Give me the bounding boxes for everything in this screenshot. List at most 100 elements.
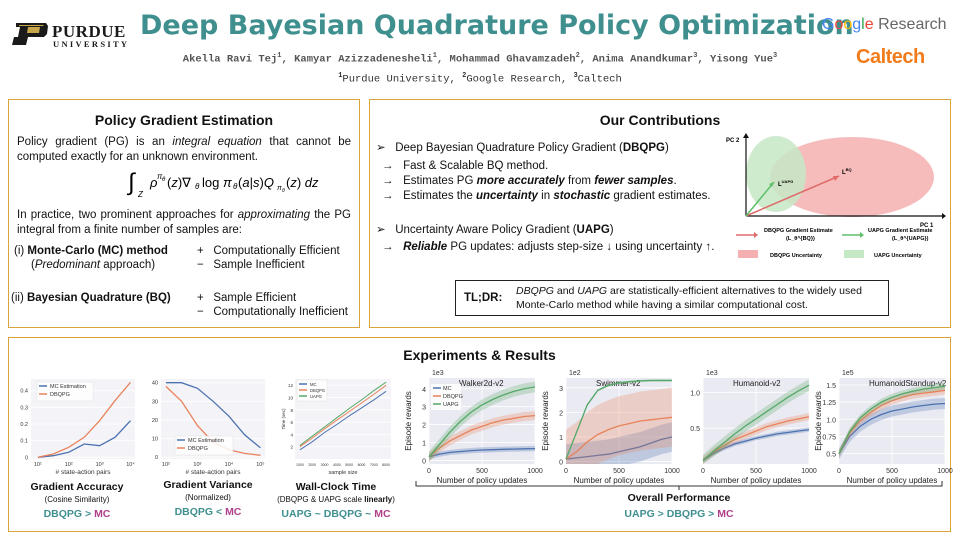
- svg-text:θ: θ: [282, 188, 285, 194]
- author-affil-sup: 2: [575, 52, 580, 60]
- y-tick-label: 2: [559, 410, 563, 417]
- gradient-accuracy-chart: 0 0.1 0.2 0.3 0.4 10¹ 10² 10³ 10⁴ # state-action …: [20, 379, 135, 476]
- item1-post: ): [664, 142, 669, 154]
- author-affil-sup: 1: [277, 52, 282, 60]
- contrib-sub-uncertainty: → Estimates the uncertainty in stochasti…: [382, 190, 711, 202]
- y-tick-label: 6: [290, 420, 293, 425]
- grad-variance-comparison: DBQPG < MC: [143, 506, 273, 518]
- y-tick-label: 0.5: [690, 426, 700, 433]
- wall-clock-chart: 2 4 6 8 10 12 1000 2000 3000 4000 5000 6000 7000 8000…: [281, 379, 391, 476]
- legend-label: DBQPG: [310, 388, 325, 393]
- legend-uapg-sub: (L_θ^{UAPG}): [892, 236, 929, 242]
- mc-plus-sign: +: [197, 245, 204, 257]
- comparison-token: DBQPG: [666, 508, 706, 520]
- y-tick-label: 20: [152, 418, 158, 424]
- y-tick-label: 1.25: [822, 400, 836, 407]
- y-axis-label: Episode rewards: [814, 391, 823, 451]
- pg-equation: ∫ Z ρ π θ (z)∇ θ log π θ (a|s)Q π θ (z) …: [126, 169, 319, 199]
- legend-dbqpg-label: DBQPG Gradient Estimate: [764, 228, 833, 234]
- google-letter: G: [822, 16, 835, 33]
- y-axis-label: Episode rewards: [541, 391, 550, 451]
- y-tick-label: 8: [290, 408, 293, 413]
- y-tick-label: 3: [559, 386, 563, 393]
- legend-uapg-arrowhead-icon: [860, 232, 864, 238]
- comparison-token: >: [705, 508, 718, 520]
- y-tick-label: 4: [290, 432, 293, 437]
- y-multiplier: 1e5: [842, 370, 854, 377]
- x-tick-label: 500: [750, 468, 762, 475]
- sub1-text: Fast & Scalable BQ method.: [403, 160, 549, 172]
- affil-sup: 3: [573, 72, 578, 80]
- wall-clock-sub-pre: (DBQPG & UAPG scale: [277, 495, 365, 504]
- sub3-post: gradient estimates.: [610, 190, 711, 202]
- uapg-uncertainty-ellipse: [746, 136, 806, 212]
- uapg-vector-label: LUAPG: [778, 179, 793, 188]
- x-tick-label: 1000: [296, 463, 304, 467]
- comparison-token: MC: [225, 506, 242, 518]
- y-multiplier: 1e3: [432, 370, 444, 377]
- series-line-mc: [702, 428, 810, 461]
- pg-practice-text: In practice, two prominent approaches fo…: [17, 208, 351, 238]
- comparison-token: DBQPG: [323, 508, 363, 520]
- legend-label: MC Estimation: [50, 384, 86, 390]
- comparison-token: DBQPG: [174, 506, 214, 518]
- series-line-dbqpg: [428, 414, 536, 458]
- series-line-uapg: [428, 386, 536, 458]
- poster-title: Deep Bayesian Quadrature Policy Optimiza…: [140, 10, 854, 41]
- x-tick-label: 6000: [358, 463, 366, 467]
- y-tick-label: 40: [152, 381, 158, 387]
- x-axis-label: # state-action pairs: [186, 469, 242, 476]
- x-tick-label: 4000: [333, 463, 341, 467]
- bq-con-text: Computationally Inefficient: [213, 306, 348, 318]
- svg-text:log π: log π: [202, 175, 232, 190]
- tldr-text: DBQPG and UAPG are statistically-efficie…: [516, 284, 886, 312]
- series-line-mc: [299, 390, 387, 451]
- y-tick-label: 0.1: [20, 439, 28, 445]
- mc-method-heading: (i) Monte-Carlo (MC) method: [14, 244, 168, 258]
- series-line-uapg: [565, 379, 672, 460]
- dbqpg-arrowhead-icon: [833, 176, 839, 181]
- x-tick-label: 7000: [370, 463, 378, 467]
- comparison-token: MC: [374, 508, 391, 520]
- overall-caption: Overall Performance: [627, 492, 731, 504]
- svg-text:(z) dz: (z) dz: [286, 175, 319, 190]
- x-tick-label: 10⁵: [256, 461, 264, 468]
- sub4-em: Reliable: [403, 241, 448, 253]
- item1-bold: DBQPG: [622, 142, 665, 154]
- comparison-token: MC: [94, 508, 111, 520]
- uapg-arrow: [745, 181, 775, 217]
- wall-clock-sub: (DBQPG & UAPG scale linearly): [271, 495, 401, 504]
- item1-pre: Deep Bayesian Quadrature Policy Gradient…: [395, 142, 623, 154]
- x-tick-label: 10¹: [34, 462, 42, 468]
- comparison-token: MC: [717, 508, 734, 520]
- pg-intro-text: Policy gradient (PG) is an integral equa…: [17, 135, 351, 165]
- x-tick-label: 1000: [527, 468, 543, 475]
- series-line-uapg: [299, 381, 387, 446]
- contrib-sub-fast: → Fast & Scalable BQ method.: [382, 160, 548, 172]
- legend-dbqpg-arrowhead-icon: [754, 232, 758, 238]
- affiliation-name: Google Research: [466, 73, 561, 86]
- x-tick-label: 10⁴: [225, 461, 234, 468]
- series-line-uapg: [702, 384, 810, 461]
- y-tick-label: 1.0: [826, 417, 836, 424]
- pc1-label: PC 1: [920, 223, 934, 229]
- policy-gradient-panel: Policy Gradient Estimation Policy gradie…: [8, 99, 360, 328]
- svg-text:(z)∇: (z)∇: [167, 175, 191, 190]
- series-band-dbqpg: [703, 413, 809, 464]
- tldr-em1: DBQPG: [516, 285, 554, 297]
- comparison-token: UAPG: [281, 508, 312, 520]
- series-line-dbqpg: [838, 389, 946, 454]
- item2-bold: UAPG: [576, 224, 610, 236]
- dbqpg-uncertainty-ellipse: [770, 137, 934, 217]
- author-name: Mohammad Ghavamzadeh: [449, 53, 576, 66]
- contrib-sub-accuracy: → Estimates PG more accurately from fewe…: [382, 175, 677, 187]
- pg-intro-pre: Policy gradient (PG) is an: [17, 136, 173, 148]
- legend-dbqpg-sub: (L_θ^{BQ}): [786, 236, 815, 242]
- wall-clock-sub-bold: linearly: [364, 495, 393, 504]
- comparison-token: DBQPG: [43, 508, 83, 520]
- y-tick-label: 0.75: [822, 434, 836, 441]
- legend-label: UAPG: [310, 394, 322, 399]
- comparison-token: ~: [362, 508, 375, 520]
- y-multiplier: 1e2: [569, 370, 581, 377]
